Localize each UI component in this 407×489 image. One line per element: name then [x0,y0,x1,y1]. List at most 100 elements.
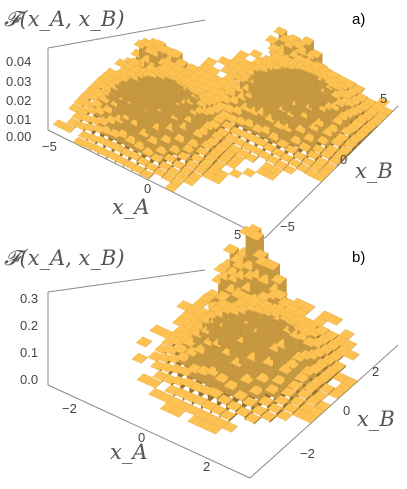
histogram-bar [341,376,358,388]
bar-top [222,243,240,255]
histogram-bar [289,395,306,410]
histogram-bar [379,106,394,117]
panel-b-xa-tick: 2 [203,459,210,474]
panel-b-z-tick: 0.1 [20,345,38,360]
panel-a-xa-tick: −5 [42,139,57,154]
panel-b-z-tick: 0.0 [20,372,38,387]
histogram-bar [131,352,148,364]
bar-face [346,149,352,157]
histogram-bar [135,336,153,348]
histogram-bar [267,43,282,53]
histogram-bar [228,168,243,179]
panel-a-z-tick: 0.04 [6,54,31,69]
panel-a-z-tick: 0.03 [6,74,31,89]
panel-b-xa-tick: 0 [138,430,145,445]
panel-a-xa-tick: 5 [234,227,241,242]
bar-top [329,360,347,372]
panel-b-back-edge [47,269,206,293]
panel-a-xa-tick: 0 [144,181,151,196]
histogram-bar [248,49,263,59]
bar-face [341,154,347,162]
histogram-bar [230,154,245,165]
panel-a-xb-label: x_B [355,159,393,183]
histogram-bar [318,383,336,396]
histogram-bar [271,289,289,301]
panel-a-xa-axis-line [47,129,266,239]
panel-b-z-label: 𝓕(x_A, x_B) [4,246,125,270]
histogram-bar [333,150,348,162]
bar-top [313,325,330,336]
panel-a-xa-label: x_A [112,195,150,219]
histogram-bar [221,421,238,433]
bar-top [267,43,282,53]
bar-top [338,329,355,340]
panel-a-xb-tick: 5 [380,91,387,106]
panel-b-xa-label: x_A [110,440,148,464]
bar-face [269,415,277,423]
histogram-bar [340,339,358,351]
bar-top [362,97,377,108]
histogram-bar [214,290,232,302]
panel-a-label: a) [352,11,365,28]
panel-a-xb-tick: −5 [280,219,295,234]
bar-top [300,36,315,46]
panel-b-xb-tick: −2 [300,446,315,461]
bar-top [271,289,289,300]
bar-top [343,349,360,361]
histogram-bar [61,123,76,134]
histogram-bar [241,396,259,415]
bar-top [308,49,323,59]
histogram-bar [242,167,257,178]
bar-top [375,97,390,107]
bar-face [336,160,342,167]
histogram-bar [244,412,261,425]
bar-top [354,92,369,103]
bar-top [221,421,238,433]
panel-b-label: b) [352,249,365,266]
histogram-bar [266,403,284,417]
bar-face [325,376,333,385]
panel-b-z-tick: 0.3 [20,291,38,306]
histogram-bar [328,156,342,167]
bar-top [247,230,265,241]
histogram-bar [188,171,203,182]
panel-b-xb-tick: 0 [343,403,350,418]
panel-a-histogram-bars [52,26,394,193]
bar-top [318,383,336,394]
histogram-bar [314,400,331,412]
bar-top [322,330,339,341]
bar-top [270,273,287,285]
histogram-bar [244,152,258,164]
histogram-bar [322,330,339,342]
histogram-bar [353,130,368,142]
panel-b-xa-tick: −2 [62,401,77,416]
bar-top [242,167,257,178]
panel-b-histogram-bars [131,224,360,435]
bar-top [252,249,269,260]
panel-a-z-label: 𝓕(x_A, x_B) [4,7,125,31]
panel-a: 𝓕(x_A, x_B) a) 0.04 0.03 0.02 0.01 0.00 … [4,7,399,242]
bar-top [248,49,263,59]
histogram-bar [343,349,360,361]
histogram-bar [203,153,218,166]
bar-top [350,83,365,94]
bar-face [372,125,378,132]
histogram-bar [219,409,236,423]
panel-a-z-tick: 0.01 [6,112,31,127]
histogram-bar [329,360,347,373]
panel-b-xb-tick: 2 [372,364,379,379]
panel-a-xb-tick: 0 [340,152,347,167]
bar-top [127,57,142,68]
panel-b: 𝓕(x_A, x_B) b) 0.3 0.2 0.1 0.0 −2 0 2 2 … [4,224,399,479]
histogram-bar [338,329,355,341]
bar-top [379,106,394,116]
bar-top [273,26,288,36]
bar-face [362,134,368,142]
panel-b-xa-axis-line [47,384,251,479]
histogram-bar [296,388,313,403]
histogram-bar [133,140,148,162]
bar-top [263,259,281,271]
histogram-bar [322,162,337,172]
bar-face [359,88,365,95]
